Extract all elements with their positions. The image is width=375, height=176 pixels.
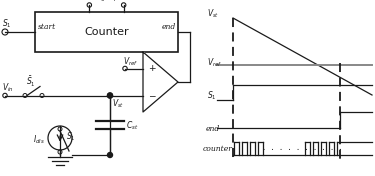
Text: $V_{st}$: $V_{st}$	[207, 8, 219, 20]
Text: $\bar{S}_1$: $\bar{S}_1$	[26, 74, 35, 89]
Text: $S_1$: $S_1$	[66, 130, 76, 143]
Text: . . . . . . . . . .: . . . . . . . . . .	[262, 145, 343, 151]
Text: $V_{ref}$: $V_{ref}$	[123, 55, 138, 68]
Bar	[35, 12, 178, 52]
Text: start: start	[38, 23, 56, 31]
Text: counter: counter	[203, 145, 233, 153]
Text: $V_{ref}$: $V_{ref}$	[207, 57, 222, 69]
Text: $V_{st}$: $V_{st}$	[112, 97, 124, 110]
Text: end: end	[162, 23, 176, 31]
Circle shape	[108, 93, 112, 98]
Text: Counter: Counter	[84, 27, 129, 37]
Text: $I_{dis}$: $I_{dis}$	[33, 134, 45, 146]
Circle shape	[108, 93, 112, 98]
Text: +: +	[148, 64, 156, 73]
Circle shape	[108, 152, 112, 158]
Text: $S_1$: $S_1$	[2, 18, 12, 30]
Text: $S_1$: $S_1$	[207, 90, 217, 102]
Text: $C_{st}$: $C_{st}$	[126, 119, 138, 131]
Text: $V_{in}$: $V_{in}$	[2, 81, 14, 94]
Polygon shape	[143, 52, 178, 112]
Text: end: end	[206, 125, 220, 133]
Text: $D_0{\cdot}D_7$: $D_0{\cdot}D_7$	[95, 0, 118, 4]
Text: −: −	[148, 91, 156, 100]
